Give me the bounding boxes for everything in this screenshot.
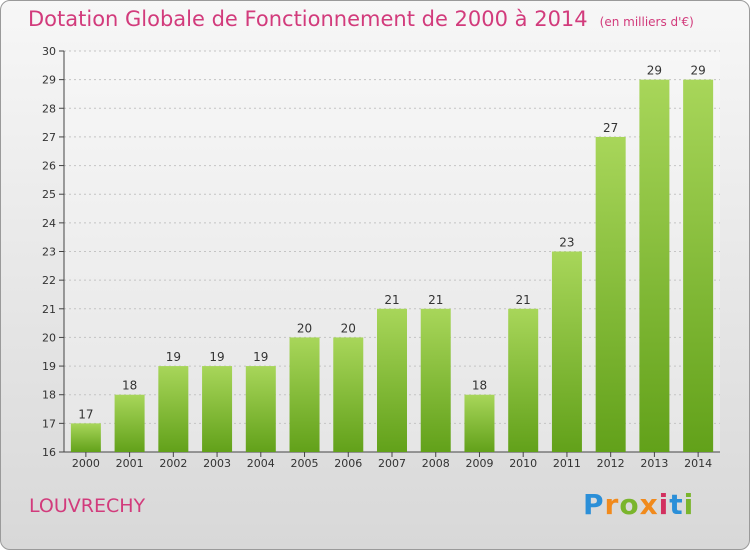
data-label: 20 xyxy=(297,321,312,335)
bar xyxy=(158,366,189,452)
logo-letter: P xyxy=(583,488,605,521)
bar xyxy=(289,337,320,452)
logo-letter: i xyxy=(658,488,670,521)
chart-title-unit: (en milliers d'€) xyxy=(599,15,694,29)
place-name: LOUVRECHY xyxy=(29,495,146,517)
data-label: 17 xyxy=(78,407,93,421)
y-tick-label: 30 xyxy=(42,45,56,58)
logo-letter: i xyxy=(683,488,695,521)
x-tick-label: 2006 xyxy=(334,457,362,470)
x-tick-label: 2010 xyxy=(509,457,537,470)
data-label: 19 xyxy=(253,350,268,364)
bar xyxy=(464,394,495,452)
y-tick-label: 19 xyxy=(42,360,56,373)
y-tick-label: 18 xyxy=(42,389,56,402)
bar xyxy=(595,136,626,452)
y-tick-label: 22 xyxy=(42,274,56,287)
bar xyxy=(508,308,539,452)
x-tick-label: 2014 xyxy=(684,457,712,470)
y-tick-label: 23 xyxy=(42,246,56,259)
data-label: 21 xyxy=(516,293,531,307)
x-tick-label: 2001 xyxy=(116,457,144,470)
y-tick-label: 17 xyxy=(42,417,56,430)
bar xyxy=(420,308,451,452)
x-tick-label: 2009 xyxy=(465,457,493,470)
logo-letter: t xyxy=(669,488,684,521)
bar xyxy=(70,423,101,452)
y-tick-label: 25 xyxy=(42,188,56,201)
bar xyxy=(202,366,233,452)
proxiti-logo: Proxiti xyxy=(583,488,694,521)
y-tick-label: 28 xyxy=(42,102,56,115)
logo-letter: x xyxy=(639,488,659,521)
chart-title: Dotation Globale de Fonctionnement de 20… xyxy=(28,7,694,31)
x-tick-label: 2005 xyxy=(291,457,319,470)
y-tick-label: 26 xyxy=(42,160,56,173)
bar xyxy=(377,308,407,452)
x-tick-label: 2008 xyxy=(422,457,450,470)
logo-letter: o xyxy=(619,488,640,521)
bar xyxy=(333,337,364,452)
y-tick-label: 29 xyxy=(42,74,56,87)
chart-title-text: Dotation Globale de Fonctionnement de 20… xyxy=(28,7,588,31)
bar xyxy=(245,366,276,452)
x-tick-label: 2007 xyxy=(378,457,406,470)
data-label: 29 xyxy=(690,64,705,78)
data-label: 29 xyxy=(647,64,662,78)
data-label: 18 xyxy=(122,379,137,393)
x-tick-label: 2002 xyxy=(159,457,187,470)
data-label: 23 xyxy=(559,236,574,250)
x-tick-label: 2004 xyxy=(247,457,275,470)
y-tick-label: 16 xyxy=(42,446,56,459)
y-tick-label: 20 xyxy=(42,331,56,344)
data-label: 18 xyxy=(472,379,487,393)
data-label: 21 xyxy=(384,293,399,307)
data-label: 19 xyxy=(209,350,224,364)
logo-letter: r xyxy=(604,488,620,521)
data-label: 19 xyxy=(166,350,181,364)
bar xyxy=(683,79,714,453)
data-label: 20 xyxy=(341,321,356,335)
y-tick-label: 24 xyxy=(42,217,56,230)
bar xyxy=(114,394,145,452)
data-label: 21 xyxy=(428,293,443,307)
bar xyxy=(551,251,582,452)
y-tick-label: 21 xyxy=(42,303,56,316)
data-label: 27 xyxy=(603,121,618,135)
y-tick-label: 27 xyxy=(42,131,56,144)
x-tick-label: 2000 xyxy=(72,457,100,470)
x-tick-label: 2003 xyxy=(203,457,231,470)
x-tick-label: 2012 xyxy=(597,457,625,470)
bar xyxy=(639,79,670,453)
x-tick-label: 2013 xyxy=(640,457,668,470)
x-tick-label: 2011 xyxy=(553,457,581,470)
